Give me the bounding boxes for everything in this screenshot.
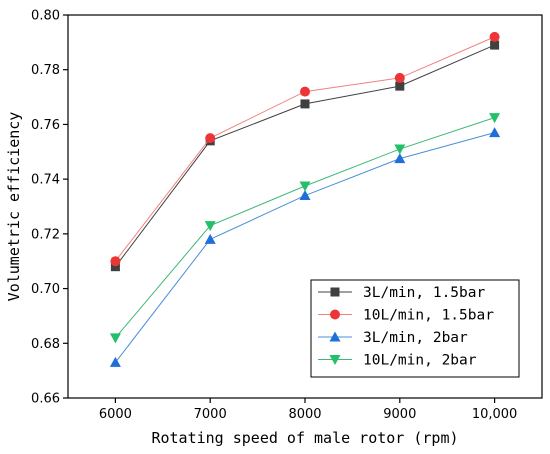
data-point: [395, 81, 405, 91]
data-point: [110, 256, 121, 267]
data-point: [490, 40, 500, 50]
data-point: [299, 181, 311, 192]
x-tick-label: 9000: [383, 407, 416, 422]
x-axis: 6000 7000 8000 9000 10,000: [99, 398, 517, 422]
data-point: [489, 113, 501, 124]
y-tick-label: 0.76: [31, 118, 60, 133]
x-tick-label: 6000: [99, 407, 132, 422]
data-point: [489, 127, 501, 138]
legend-label: 10L/min, 1.5bar: [363, 308, 494, 324]
legend-box: [310, 279, 520, 378]
legend-item-3l-min-2bar: 3L/min, 2bar: [318, 330, 468, 346]
series-10l-min-2bar: [109, 113, 501, 344]
y-axis: 0.66 0.68 0.70 0.72 0.74 0.76 0.78 0.80: [31, 9, 68, 407]
legend-label: 3L/min, 1.5bar: [363, 285, 485, 301]
legend-marker: [330, 287, 340, 297]
data-point: [489, 31, 500, 42]
x-tick-label: 7000: [194, 407, 227, 422]
legend-item-10l-min-1-5bar: 10L/min, 1.5bar: [318, 308, 494, 324]
y-tick-label: 0.70: [31, 282, 60, 297]
data-point: [109, 333, 121, 344]
data-point: [299, 190, 311, 201]
legend-label: 3L/min, 2bar: [363, 330, 468, 346]
legend-item-10l-min-2bar: 10L/min, 2bar: [318, 353, 477, 369]
plot-area: [109, 31, 501, 367]
series-10l-min-1-5bar: [110, 31, 500, 267]
series-line: [115, 44, 495, 267]
data-point: [109, 356, 121, 367]
legend-label: 10L/min, 2bar: [363, 353, 477, 369]
x-tick-label: 10,000: [472, 407, 518, 422]
data-point: [110, 262, 120, 272]
x-axis-title: Rotating speed of male rotor (rpm): [151, 429, 458, 447]
series-3l-min-2bar: [109, 127, 501, 367]
y-tick-label: 0.68: [31, 337, 60, 352]
y-tick-label: 0.72: [31, 227, 60, 242]
legend: 3L/min, 1.5bar 10L/min, 1.5bar 3L/min, 2ba…: [310, 279, 520, 378]
y-tick-label: 0.80: [31, 9, 60, 24]
y-tick-label: 0.78: [31, 63, 60, 78]
legend-marker: [329, 331, 341, 342]
y-axis-title: Volumetric efficiency: [5, 112, 23, 302]
data-point: [394, 144, 406, 155]
legend-marker: [329, 355, 341, 365]
data-point: [204, 233, 216, 244]
series-line: [115, 36, 495, 262]
data-point: [300, 99, 310, 109]
y-tick-label: 0.74: [31, 173, 60, 188]
legend-marker: [330, 309, 340, 320]
series-3l-min-1-5bar: [110, 40, 500, 272]
x-tick-label: 8000: [288, 407, 321, 422]
legend-item-3l-min-1-5bar: 3L/min, 1.5bar: [318, 285, 485, 301]
data-point: [205, 133, 216, 144]
data-point: [394, 72, 405, 83]
data-point: [394, 153, 406, 164]
data-point: [300, 86, 310, 97]
y-tick-label: 0.66: [31, 392, 60, 407]
data-point: [204, 221, 216, 232]
